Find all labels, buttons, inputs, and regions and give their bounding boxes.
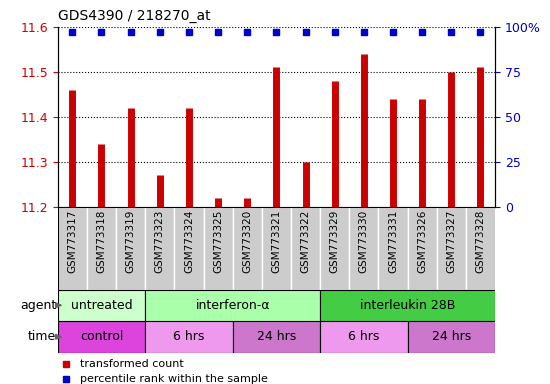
FancyBboxPatch shape bbox=[145, 207, 174, 290]
FancyBboxPatch shape bbox=[233, 207, 262, 290]
Text: GSM773331: GSM773331 bbox=[388, 209, 398, 273]
Text: GSM773322: GSM773322 bbox=[300, 209, 311, 273]
FancyBboxPatch shape bbox=[378, 207, 408, 290]
Text: 24 hrs: 24 hrs bbox=[257, 330, 296, 343]
Text: GSM773329: GSM773329 bbox=[329, 209, 340, 273]
FancyBboxPatch shape bbox=[320, 207, 349, 290]
Text: 6 hrs: 6 hrs bbox=[173, 330, 205, 343]
Text: GSM773323: GSM773323 bbox=[155, 209, 165, 273]
Text: 24 hrs: 24 hrs bbox=[432, 330, 471, 343]
Text: time: time bbox=[28, 330, 56, 343]
Text: control: control bbox=[80, 330, 123, 343]
FancyBboxPatch shape bbox=[87, 207, 116, 290]
FancyBboxPatch shape bbox=[174, 207, 204, 290]
FancyBboxPatch shape bbox=[233, 321, 320, 353]
Text: untreated: untreated bbox=[70, 299, 133, 312]
Text: GSM773327: GSM773327 bbox=[446, 209, 456, 273]
FancyBboxPatch shape bbox=[408, 207, 437, 290]
FancyBboxPatch shape bbox=[58, 290, 145, 321]
Text: GSM773320: GSM773320 bbox=[242, 209, 252, 273]
FancyBboxPatch shape bbox=[320, 321, 408, 353]
Text: agent: agent bbox=[20, 299, 56, 312]
FancyBboxPatch shape bbox=[58, 207, 87, 290]
Text: GSM773324: GSM773324 bbox=[184, 209, 194, 273]
FancyBboxPatch shape bbox=[437, 207, 466, 290]
Text: GSM773321: GSM773321 bbox=[271, 209, 282, 273]
Text: 6 hrs: 6 hrs bbox=[348, 330, 379, 343]
Text: GSM773318: GSM773318 bbox=[96, 209, 107, 273]
FancyBboxPatch shape bbox=[320, 290, 495, 321]
FancyBboxPatch shape bbox=[116, 207, 145, 290]
FancyBboxPatch shape bbox=[204, 207, 233, 290]
FancyBboxPatch shape bbox=[145, 290, 320, 321]
FancyBboxPatch shape bbox=[349, 207, 378, 290]
Text: transformed count: transformed count bbox=[80, 359, 183, 369]
Text: percentile rank within the sample: percentile rank within the sample bbox=[80, 374, 267, 384]
Text: interleukin 28B: interleukin 28B bbox=[360, 299, 455, 312]
Text: interferon-α: interferon-α bbox=[195, 299, 270, 312]
Text: GSM773317: GSM773317 bbox=[67, 209, 78, 273]
FancyBboxPatch shape bbox=[408, 321, 495, 353]
FancyBboxPatch shape bbox=[466, 207, 495, 290]
FancyBboxPatch shape bbox=[145, 321, 233, 353]
Text: GSM773330: GSM773330 bbox=[359, 209, 369, 273]
Text: GSM773325: GSM773325 bbox=[213, 209, 223, 273]
Text: GSM773319: GSM773319 bbox=[125, 209, 136, 273]
Text: GSM773328: GSM773328 bbox=[475, 209, 486, 273]
FancyBboxPatch shape bbox=[58, 321, 145, 353]
Text: GDS4390 / 218270_at: GDS4390 / 218270_at bbox=[58, 9, 210, 23]
FancyBboxPatch shape bbox=[262, 207, 291, 290]
FancyBboxPatch shape bbox=[291, 207, 320, 290]
Text: GSM773326: GSM773326 bbox=[417, 209, 427, 273]
